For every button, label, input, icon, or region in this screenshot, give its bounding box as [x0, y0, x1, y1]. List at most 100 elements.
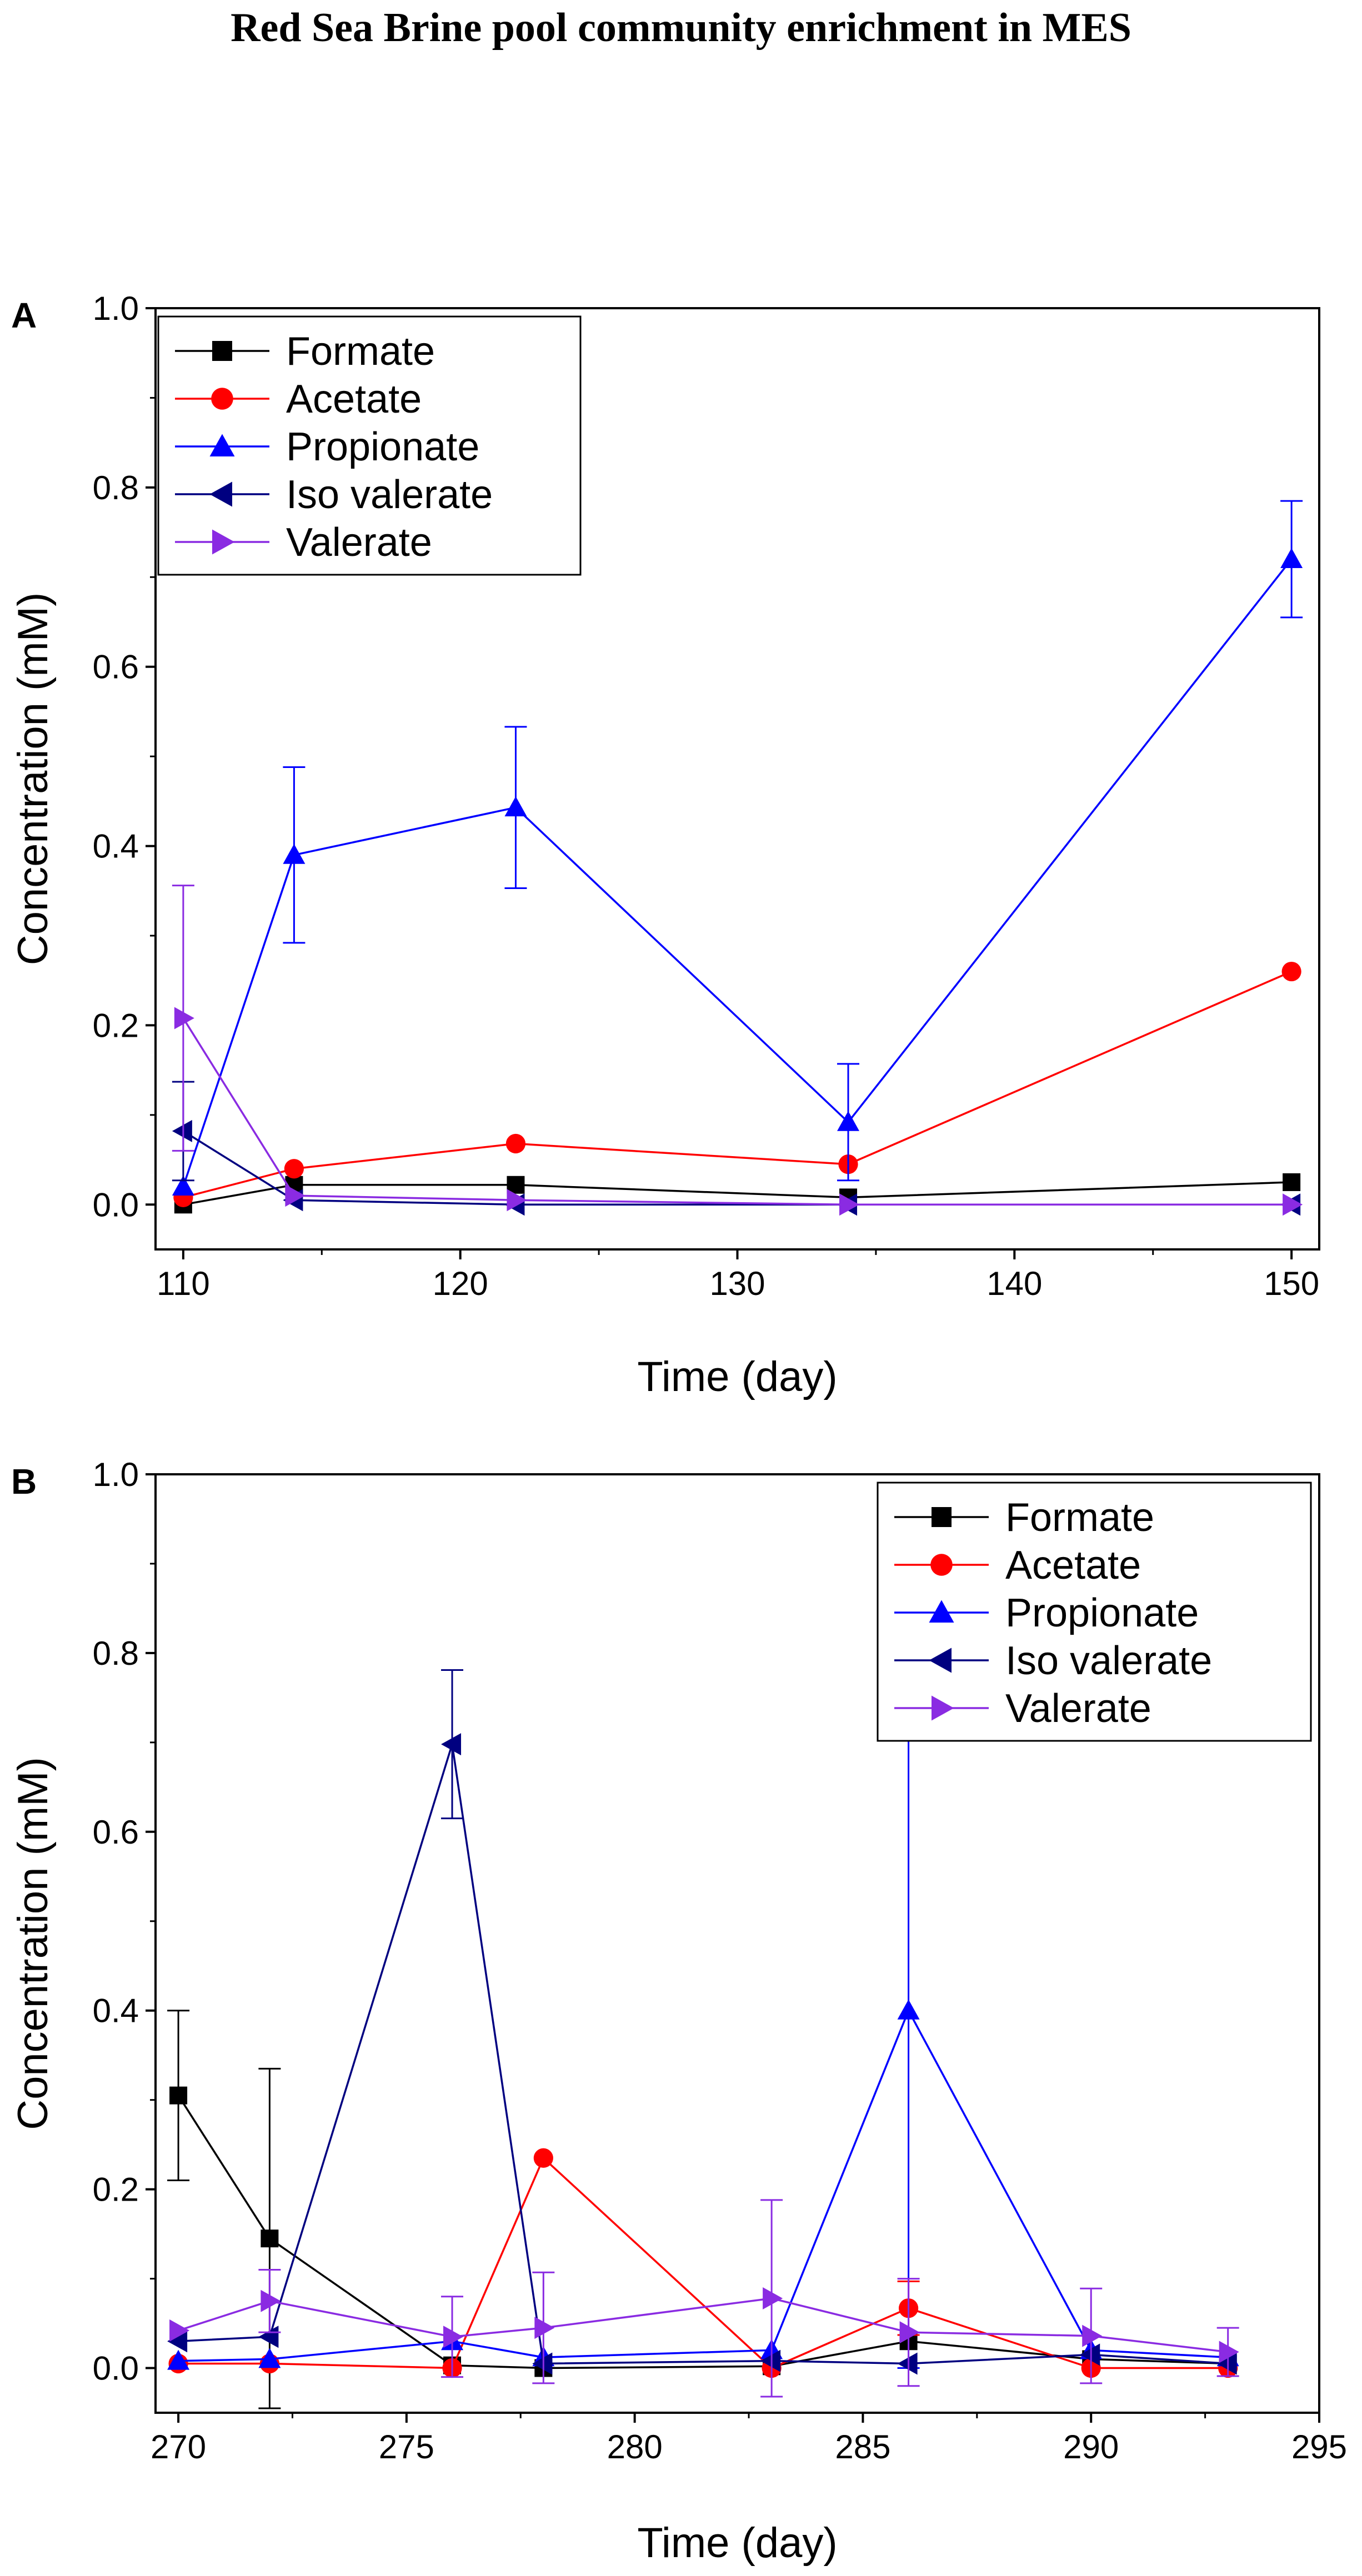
y-tick-label: 0.2 — [93, 2171, 139, 2208]
data-point-propionate — [172, 1176, 194, 1196]
x-tick-label: 120 — [433, 1265, 488, 1302]
data-point-acetate — [505, 1133, 526, 1154]
panel-letter: B — [11, 1462, 37, 1502]
series-line-iso-valerate — [178, 1744, 1228, 2365]
legend-label: Formate — [1005, 1495, 1154, 1540]
legend-label: Acetate — [286, 377, 422, 421]
x-tick-label: 285 — [835, 2428, 890, 2465]
data-point-acetate — [284, 1159, 304, 1179]
y-tick-label: 0.8 — [93, 1635, 139, 1672]
data-point-iso-valerate — [258, 2326, 279, 2348]
y-tick-label: 0.8 — [93, 469, 139, 506]
data-point-valerate — [169, 2319, 190, 2342]
data-point-valerate — [763, 2287, 783, 2309]
data-point-propionate — [1280, 548, 1303, 568]
x-axis-title: Time (day) — [637, 1353, 837, 1400]
chart-panel-b: B 0.0 0.2 0.4 0.6 0.8 1.0 270 275 280 285 290 295 Tim… — [9, 1456, 1347, 2567]
data-point-acetate — [533, 2148, 553, 2168]
data-point-propionate — [258, 2348, 281, 2368]
series-acetate — [173, 961, 1301, 1207]
series-formate — [174, 1173, 1301, 1214]
legend-marker-acetate — [930, 1554, 953, 1576]
data-point-valerate — [1219, 2341, 1239, 2363]
legend-label: Propionate — [1005, 1591, 1199, 1635]
data-point-valerate — [839, 1193, 860, 1216]
series-iso-valerate — [172, 1081, 1301, 1216]
legend-marker-iso-valerate — [209, 481, 232, 507]
series-valerate — [172, 885, 1303, 1216]
y-tick-label: 0.0 — [93, 2350, 139, 2387]
data-point-iso-valerate — [441, 1733, 462, 1756]
x-tick-label: 290 — [1063, 2428, 1119, 2465]
legend-label: Valerate — [1005, 1686, 1151, 1731]
x-tick-label: 150 — [1264, 1265, 1319, 1302]
series-line-propionate — [178, 2008, 1228, 2362]
y-tick-label: 0.6 — [93, 1814, 139, 1851]
figure-title: Red Sea Brine pool community enrichment … — [231, 5, 1131, 51]
data-point-iso-valerate — [760, 2349, 781, 2372]
legend-label: Iso valerate — [1005, 1639, 1212, 1683]
data-point-propionate — [504, 796, 527, 817]
series-line-acetate — [183, 970, 1292, 1199]
series-line-formate — [177, 2095, 1228, 2369]
legend-marker-formate — [212, 341, 232, 361]
chart-panel-a: A 0.0 0.2 0.4 0.6 0.8 1.0 110 120 130 140 150 Time (… — [9, 290, 1320, 1400]
data-point-valerate — [261, 2289, 281, 2312]
series-valerate — [169, 2199, 1239, 2398]
data-point-iso-valerate — [1080, 2343, 1100, 2366]
legend-label: Iso valerate — [286, 473, 493, 517]
data-point-propionate — [897, 1999, 920, 2020]
series-iso-valerate — [167, 1669, 1237, 2375]
y-tick-label: 0.6 — [93, 649, 139, 686]
legend-marker-propionate — [929, 1600, 954, 1623]
data-point-iso-valerate — [167, 2330, 188, 2353]
data-point-formate — [169, 2086, 188, 2105]
y-axis-title: Concentration (mM) — [9, 592, 57, 966]
data-point-valerate — [534, 2317, 555, 2339]
data-point-iso-valerate — [532, 2352, 553, 2375]
legend-marker-valerate — [932, 1695, 954, 1721]
data-point-valerate — [285, 1184, 306, 1207]
data-point-iso-valerate — [1216, 2352, 1237, 2375]
data-point-propionate — [283, 843, 306, 864]
y-axis-title: Concentration (mM) — [9, 1757, 57, 2130]
data-point-valerate — [174, 1007, 194, 1030]
series-propionate — [167, 1652, 1239, 2370]
series-acetate — [168, 2148, 1238, 2378]
legend-marker-iso-valerate — [929, 1648, 952, 1673]
legend-label: Acetate — [1005, 1543, 1141, 1588]
legend-marker-acetate — [211, 388, 233, 410]
legend-marker-propionate — [209, 434, 235, 456]
legend-marker-valerate — [212, 529, 235, 555]
series-line-acetate — [178, 2156, 1228, 2369]
x-tick-label: 130 — [709, 1265, 765, 1302]
y-tick-label: 1.0 — [93, 290, 139, 327]
data-point-formate — [261, 2229, 279, 2248]
legend-label: Valerate — [286, 520, 432, 565]
plot-frame — [154, 1473, 1320, 2414]
legend-marker-formate — [932, 1507, 952, 1527]
x-tick-label: 280 — [607, 2428, 663, 2465]
y-tick-label: 0.2 — [93, 1007, 139, 1044]
x-tick-label: 140 — [987, 1265, 1042, 1302]
panel-letter: A — [11, 295, 37, 335]
data-point-valerate — [507, 1189, 527, 1212]
y-tick-label: 0.0 — [93, 1186, 139, 1223]
series-formate — [167, 2010, 1237, 2409]
series-propionate — [172, 500, 1303, 1196]
series-line-valerate — [178, 2297, 1228, 2353]
series-line-valerate — [182, 1017, 1292, 1206]
x-tick-label: 295 — [1291, 2428, 1347, 2465]
legend-label: Propionate — [286, 425, 479, 469]
data-point-valerate — [1283, 1193, 1303, 1216]
y-tick-label: 0.4 — [93, 828, 139, 865]
data-point-valerate — [443, 2326, 464, 2348]
x-tick-label: 110 — [157, 1265, 210, 1302]
x-tick-label: 275 — [379, 2428, 434, 2465]
y-tick-label: 1.0 — [93, 1456, 139, 1493]
data-point-acetate — [1281, 961, 1301, 982]
legend-label: Formate — [286, 329, 435, 374]
